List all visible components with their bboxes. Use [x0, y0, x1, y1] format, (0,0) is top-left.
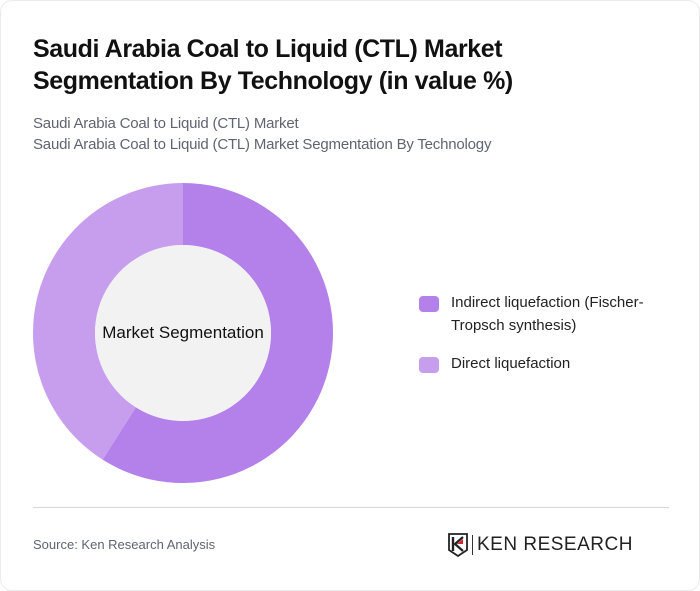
ken-research-logo: KEN RESEARCH	[448, 532, 633, 558]
legend-item-indirect-liquefaction[interactable]: Indirect liquefaction (Fischer-Tropsch s…	[419, 291, 679, 337]
chart-title: Saudi Arabia Coal to Liquid (CTL) Market…	[33, 35, 513, 95]
donut-slice-direct-liquefaction[interactable]	[33, 183, 183, 460]
legend-swatch-icon	[419, 357, 439, 373]
donut-chart	[33, 183, 333, 483]
legend-item-direct-liquefaction[interactable]: Direct liquefaction	[419, 352, 679, 375]
legend-label: Direct liquefaction	[451, 355, 571, 372]
chart-legend: Indirect liquefaction (Fischer-Tropsch s…	[419, 291, 679, 390]
ken-research-shield-icon	[448, 533, 468, 557]
legend-swatch-icon	[419, 296, 439, 312]
subtitle-line-2: Saudi Arabia Coal to Liquid (CTL) Market…	[33, 136, 492, 153]
source-note: Source: Ken Research Analysis	[33, 537, 216, 552]
donut-hole	[95, 245, 271, 421]
logo-separator	[472, 535, 473, 555]
chart-subtitle: Saudi Arabia Coal to Liquid (CTL) Market…	[33, 113, 491, 155]
logo-text: KEN RESEARCH	[477, 534, 633, 555]
legend-label: Indirect liquefaction (Fischer-Tropsch s…	[451, 294, 644, 334]
donut-slice-indirect-liquefaction[interactable]	[102, 183, 333, 483]
subtitle-line-1: Saudi Arabia Coal to Liquid (CTL) Market	[33, 115, 299, 132]
footer-divider	[33, 507, 669, 508]
